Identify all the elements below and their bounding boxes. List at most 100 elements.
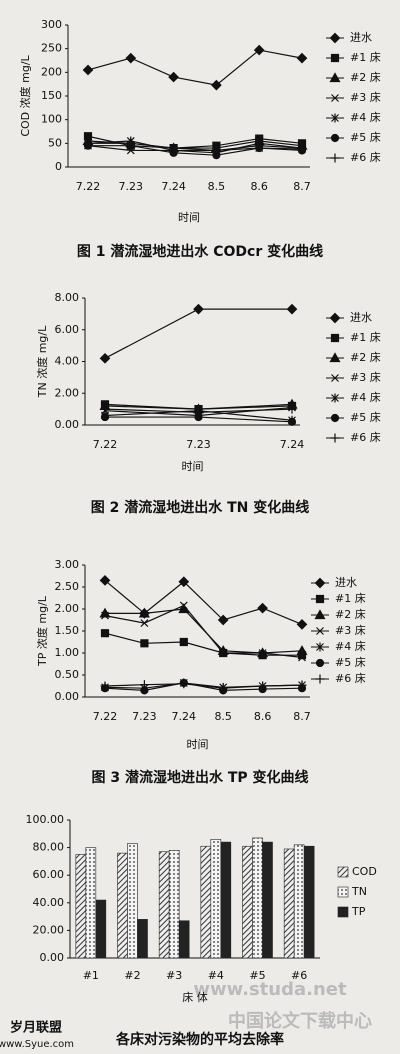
y-tick-label: 200 <box>41 65 62 78</box>
x-tick-label: 8.7 <box>293 710 311 723</box>
y-tick-label: 1.50 <box>55 624 80 637</box>
y-tick-label: 0 <box>55 160 62 173</box>
legend-marker <box>314 577 326 589</box>
marker <box>178 576 190 588</box>
legend-label: #4 床 <box>350 110 381 124</box>
legend-marker <box>329 312 341 324</box>
x-tick-label: 7.22 <box>76 180 101 193</box>
x-tick-label: #4 <box>208 969 224 982</box>
y-tick-label: 2.00 <box>55 386 80 399</box>
legend-marker <box>314 609 326 620</box>
legend-label: #5 床 <box>335 655 366 669</box>
x-tick-label: 8.5 <box>214 710 232 723</box>
marker <box>82 64 94 76</box>
marker <box>126 138 136 148</box>
marker <box>296 645 308 655</box>
x-axis-label: 时间 <box>182 460 204 473</box>
legend-marker <box>331 94 339 102</box>
watermark: www.studa.net <box>193 979 347 1000</box>
line <box>104 683 303 689</box>
legend-marker <box>330 153 340 163</box>
line <box>104 682 303 692</box>
marker <box>100 681 110 691</box>
marker <box>194 407 203 417</box>
y-tick-label: 3.00 <box>55 558 80 571</box>
x-tick-label: #6 <box>291 969 307 982</box>
watermark: 中国论文下载中心 <box>228 1010 372 1032</box>
legend-marker <box>330 333 340 343</box>
line <box>104 579 303 625</box>
marker <box>258 681 268 691</box>
legend-label: #4 床 <box>335 639 366 653</box>
legend-marker <box>329 352 341 363</box>
line <box>105 608 303 654</box>
legend-label: #5 床 <box>350 130 381 144</box>
bar <box>303 845 315 959</box>
marker <box>101 611 109 620</box>
y-tick-label: 1.00 <box>55 646 80 659</box>
marker <box>253 44 265 56</box>
x-tick-label: 7.22 <box>93 438 118 451</box>
y-tick-label: 2.00 <box>55 602 80 615</box>
legend-marker <box>330 53 340 63</box>
y-tick-label: 0.00 <box>55 690 80 703</box>
legend-label: #1 床 <box>350 50 381 64</box>
line <box>87 135 303 149</box>
bar <box>283 848 295 959</box>
x-tick-label: 8.5 <box>208 180 226 193</box>
marker <box>254 141 264 151</box>
y-tick-label: 4.00 <box>55 355 80 368</box>
y-tick-label: 100.00 <box>26 813 65 826</box>
legend-swatch <box>337 886 349 898</box>
marker <box>219 649 228 657</box>
x-tick-label: 7.23 <box>119 180 144 193</box>
legend-marker <box>329 72 341 83</box>
x-tick-label: 7.24 <box>172 710 197 723</box>
marker <box>287 417 297 426</box>
y-tick-label: 8.00 <box>55 291 80 304</box>
marker <box>258 649 267 657</box>
y-tick-label: 2.50 <box>55 580 80 593</box>
marker <box>99 575 111 586</box>
y-tick-label: 60.00 <box>33 868 65 881</box>
legend-swatch <box>337 866 349 878</box>
y-tick-label: 50 <box>48 136 62 149</box>
line <box>104 308 292 359</box>
x-axis-label: 时间 <box>178 211 200 224</box>
chart-title: 图 3 潜流湿地进出水 TP 变化曲线 <box>91 769 308 786</box>
watermark: 岁月联盟 <box>10 1020 62 1036</box>
line <box>104 632 302 656</box>
x-tick-label: 7.24 <box>161 180 186 193</box>
legend-label: #2 床 <box>335 607 366 621</box>
legend-marker <box>331 113 339 123</box>
chart-title: 图 1 潜流湿地进出水 CODcr 变化曲线 <box>77 243 323 260</box>
y-tick-label: 0.50 <box>55 668 80 681</box>
marker <box>218 683 228 693</box>
marker <box>99 352 111 364</box>
bar <box>220 841 232 959</box>
marker <box>211 79 222 91</box>
marker <box>296 52 308 64</box>
x-tick-label: 8.6 <box>254 710 272 723</box>
bar <box>293 844 305 959</box>
marker <box>125 52 137 64</box>
marker <box>257 602 268 614</box>
y-tick-label: 6.00 <box>55 323 80 336</box>
marker <box>287 404 297 414</box>
bar <box>168 850 180 959</box>
line <box>88 142 303 152</box>
marker <box>100 629 110 638</box>
x-tick-label: 8.7 <box>293 180 311 193</box>
bar <box>95 899 107 959</box>
line <box>87 140 303 154</box>
legend-marker <box>330 433 340 443</box>
bar <box>127 843 138 959</box>
legend-label: #3 床 <box>335 623 366 637</box>
bar <box>75 854 87 959</box>
legend-label: #6 床 <box>350 150 381 164</box>
legend-marker <box>330 413 340 423</box>
bar <box>178 920 190 959</box>
bar <box>252 837 263 959</box>
bar <box>117 852 128 959</box>
